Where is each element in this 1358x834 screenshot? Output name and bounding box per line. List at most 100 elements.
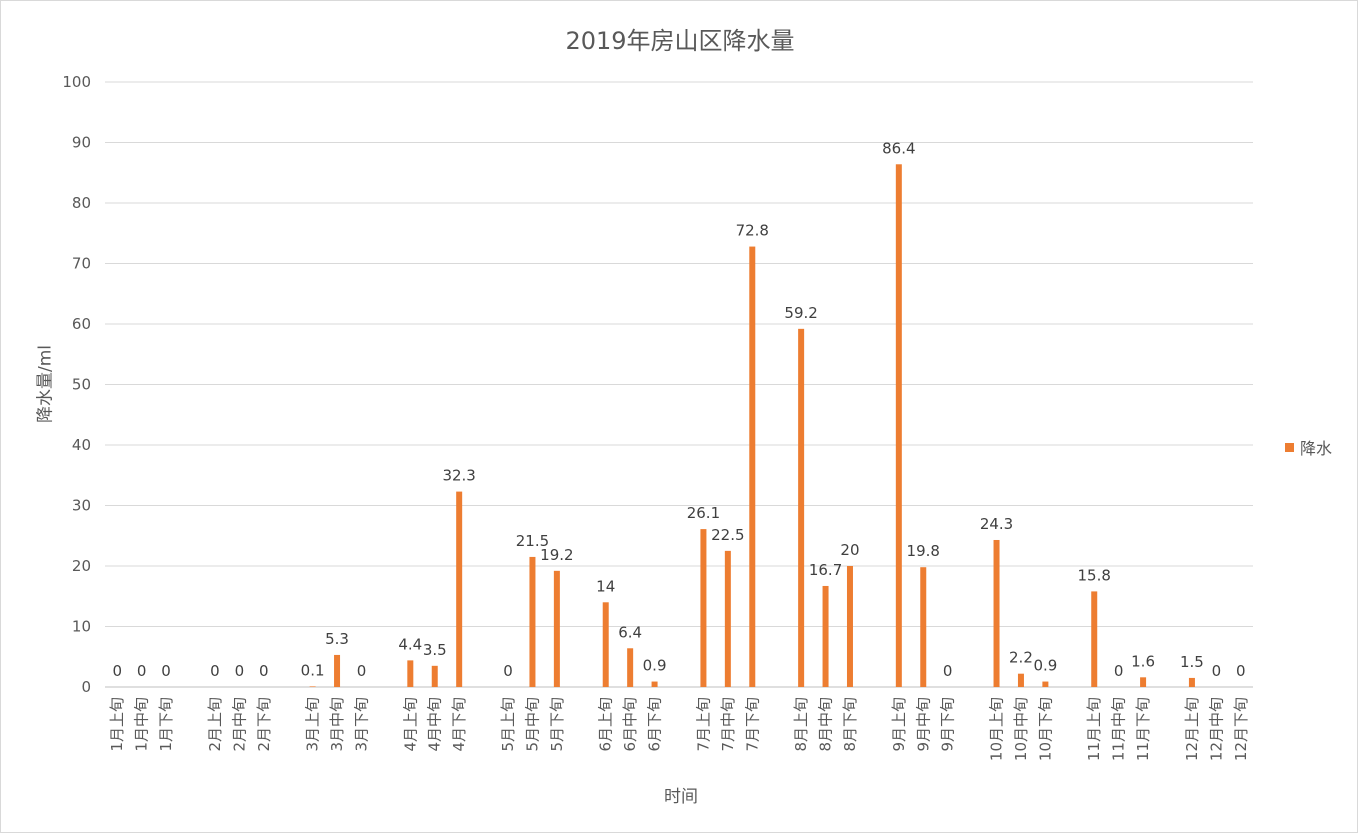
data-label: 0 xyxy=(137,662,147,680)
bar xyxy=(1042,681,1049,687)
x-tick-label: 10月中旬 xyxy=(1012,697,1030,761)
x-axis-label: 时间 xyxy=(664,787,698,807)
data-label: 0 xyxy=(1236,662,1246,680)
bar xyxy=(1140,677,1147,687)
data-label: 1.5 xyxy=(1180,653,1204,671)
data-label: 20 xyxy=(840,541,859,559)
bar xyxy=(309,686,316,687)
bar xyxy=(651,681,658,687)
bar xyxy=(822,585,829,687)
bar xyxy=(407,660,414,687)
x-tick-label: 3月上旬 xyxy=(304,697,322,752)
x-tick-label: 11月上旬 xyxy=(1085,697,1103,761)
bar xyxy=(553,570,560,687)
x-tick-label: 1月下旬 xyxy=(157,697,175,752)
y-tick-label: 70 xyxy=(72,255,91,273)
legend-swatch xyxy=(1285,442,1294,452)
x-tick-label: 10月上旬 xyxy=(988,697,1006,761)
x-tick-label: 7月上旬 xyxy=(694,697,712,752)
bar xyxy=(1017,673,1024,687)
x-tick-label: 4月下旬 xyxy=(450,697,468,752)
bar xyxy=(456,491,463,687)
bar xyxy=(895,164,902,687)
bar xyxy=(846,566,853,687)
x-tick-label: 2月中旬 xyxy=(230,697,248,752)
data-label: 0.9 xyxy=(643,657,667,675)
data-label: 0 xyxy=(1212,662,1222,680)
data-label: 16.7 xyxy=(809,561,842,579)
bar xyxy=(529,556,536,687)
y-tick-label: 10 xyxy=(72,618,91,636)
x-tick-label: 2月下旬 xyxy=(255,697,273,752)
data-label: 5.3 xyxy=(325,630,349,648)
x-tick-label: 1月中旬 xyxy=(133,697,151,752)
x-tick-label: 12月上旬 xyxy=(1183,697,1201,761)
x-tick-label: 4月上旬 xyxy=(401,697,419,752)
data-label: 15.8 xyxy=(1078,566,1111,584)
data-label: 2.2 xyxy=(1009,649,1033,667)
x-tick-label: 6月下旬 xyxy=(646,697,664,752)
x-tick-label: 5月上旬 xyxy=(499,697,517,752)
data-label: 24.3 xyxy=(980,515,1013,533)
bar xyxy=(724,550,731,687)
data-label: 4.4 xyxy=(398,635,422,653)
data-label: 21.5 xyxy=(516,532,549,550)
bar xyxy=(1188,677,1195,687)
data-label: 19.2 xyxy=(540,546,573,564)
x-tick-label: 5月下旬 xyxy=(548,697,566,752)
data-label: 22.5 xyxy=(711,526,744,544)
y-tick-label: 100 xyxy=(62,73,91,91)
x-tick-label: 12月中旬 xyxy=(1207,697,1225,761)
data-label: 14 xyxy=(596,577,615,595)
data-label: 0 xyxy=(259,662,269,680)
x-tick-label: 9月上旬 xyxy=(890,697,908,752)
bar xyxy=(627,648,634,687)
x-tick-label: 1月上旬 xyxy=(108,697,126,752)
y-tick-label: 80 xyxy=(72,194,91,212)
data-label: 72.8 xyxy=(736,222,769,240)
data-label: 86.4 xyxy=(882,139,915,157)
data-label: 0 xyxy=(112,662,122,680)
x-tick-label: 9月中旬 xyxy=(914,697,932,752)
bar xyxy=(798,328,805,687)
data-label: 19.8 xyxy=(907,542,940,560)
y-tick-label: 0 xyxy=(81,678,91,696)
data-label: 0 xyxy=(161,662,171,680)
x-tick-label: 11月中旬 xyxy=(1110,697,1128,761)
data-label: 0 xyxy=(357,662,367,680)
data-label: 32.3 xyxy=(442,467,475,485)
x-tick-label: 8月中旬 xyxy=(817,697,835,752)
x-tick-label: 11月下旬 xyxy=(1134,697,1152,761)
y-tick-label: 50 xyxy=(72,376,91,394)
x-tick-label: 8月上旬 xyxy=(792,697,810,752)
data-label: 0 xyxy=(943,662,953,680)
y-tick-label: 20 xyxy=(72,557,91,575)
bar xyxy=(700,529,707,687)
x-tick-label: 8月下旬 xyxy=(841,697,859,752)
x-tick-label: 3月中旬 xyxy=(328,697,346,752)
data-label: 0.1 xyxy=(301,661,325,679)
bar xyxy=(431,665,438,687)
bar xyxy=(749,246,756,687)
bar xyxy=(334,654,341,687)
x-tick-label: 10月下旬 xyxy=(1036,697,1054,761)
data-label: 1.6 xyxy=(1131,652,1155,670)
bar xyxy=(1091,591,1098,687)
bar xyxy=(602,602,609,687)
data-label: 3.5 xyxy=(423,641,447,659)
x-tick-label: 9月下旬 xyxy=(939,697,957,752)
x-tick-label: 5月中旬 xyxy=(523,697,541,752)
x-tick-label: 3月下旬 xyxy=(352,697,370,752)
legend-label: 降水 xyxy=(1300,439,1333,458)
legend: 降水 xyxy=(1285,435,1332,459)
data-label: 6.4 xyxy=(618,623,642,641)
x-tick-label: 12月下旬 xyxy=(1232,697,1250,761)
chart-title: 2019年房山区降水量 xyxy=(565,27,795,55)
y-tick-label: 60 xyxy=(72,315,91,333)
data-label: 26.1 xyxy=(687,504,720,522)
x-tick-label: 2月上旬 xyxy=(206,697,224,752)
x-tick-label: 7月中旬 xyxy=(719,697,737,752)
x-tick-label: 4月中旬 xyxy=(426,697,444,752)
